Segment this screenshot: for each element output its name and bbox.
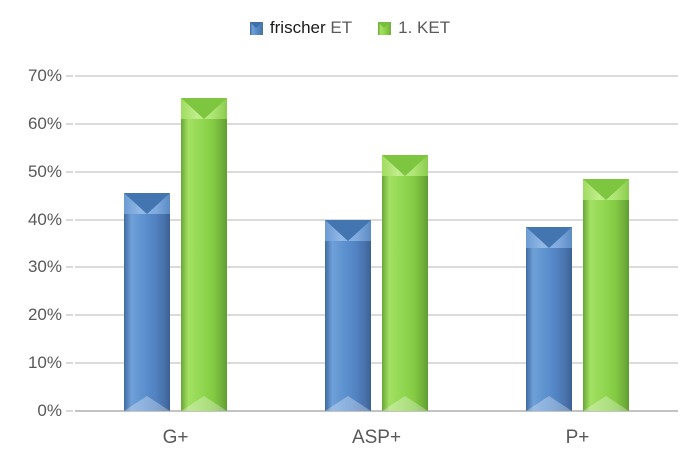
bar-1-ket-g-plus[interactable] xyxy=(181,97,227,411)
bar-frischer-et-g-plus[interactable] xyxy=(124,193,170,411)
bar-bevel-base-highlight xyxy=(181,395,227,411)
legend-swatch-green xyxy=(378,21,392,35)
bar-bevel-base-highlight xyxy=(583,395,629,411)
y-tick-60pct xyxy=(66,122,73,125)
gridline-40pct xyxy=(75,218,678,221)
x-axis-label-asp-plus: ASP+ xyxy=(351,427,402,448)
bar-bevel-cap xyxy=(124,193,170,215)
y-axis-label-70pct: 70% xyxy=(27,66,62,85)
legend-text-strong: frischer xyxy=(269,18,331,37)
chart-legend: frischer ET 1. KET xyxy=(0,15,700,41)
y-tick-50pct xyxy=(66,170,73,173)
y-tick-0pct xyxy=(66,410,73,412)
y-axis-label-40pct: 40% xyxy=(27,209,62,229)
bar-bevel-base-highlight xyxy=(382,395,428,411)
y-axis-label-50pct: 50% xyxy=(27,161,62,181)
gridline-10pct xyxy=(75,362,678,365)
x-axis-label-g-plus: G+ xyxy=(162,427,189,448)
legend-label-frischer-et: frischer ET xyxy=(270,18,352,38)
y-tick-30pct xyxy=(66,266,73,269)
bar-bevel-base-highlight xyxy=(124,396,170,411)
bar-1-ket-asp-plus[interactable] xyxy=(382,154,428,411)
y-axis-label-20pct: 20% xyxy=(27,305,62,325)
y-axis-label-10pct: 10% xyxy=(27,353,62,373)
y-tick-40pct xyxy=(66,218,73,221)
gridline-60pct xyxy=(75,122,678,125)
bar-bevel-cap xyxy=(382,154,428,176)
legend-text-rest: ET xyxy=(330,18,353,37)
y-tick-70pct xyxy=(66,75,73,77)
legend-item-1-ket[interactable]: 1. KET xyxy=(378,18,450,38)
bar-bevel-cap xyxy=(325,219,371,241)
gridline-70pct xyxy=(75,75,678,77)
gridline-50pct xyxy=(75,170,678,173)
bar-bevel-cap xyxy=(181,97,227,119)
gridline-30pct xyxy=(75,266,678,269)
y-axis-label-60pct: 60% xyxy=(27,113,62,133)
bar-1-ket-p-plus[interactable] xyxy=(583,178,629,411)
x-axis-line xyxy=(75,410,678,412)
bar-frischer-et-p-plus[interactable] xyxy=(526,226,572,411)
y-axis-label-30pct: 30% xyxy=(27,257,62,277)
legend-label-1-ket: 1. KET xyxy=(398,18,450,38)
legend-swatch-blue xyxy=(249,21,263,35)
y-axis-label-0pct: 0% xyxy=(37,401,62,420)
y-tick-10pct xyxy=(66,362,73,365)
gridline-20pct xyxy=(75,314,678,317)
x-axis-label-p-plus: P+ xyxy=(565,427,590,448)
legend-text-rest: 1. KET xyxy=(398,18,451,37)
bar-bevel-cap xyxy=(526,226,572,248)
bar-frischer-et-asp-plus[interactable] xyxy=(325,219,371,411)
bar-bevel-base-highlight xyxy=(325,395,371,411)
y-tick-20pct xyxy=(66,314,73,317)
bar-bevel-cap xyxy=(583,178,629,200)
bar-bevel-base-highlight xyxy=(526,396,572,411)
legend-item-frischer-et[interactable]: frischer ET xyxy=(249,18,352,38)
